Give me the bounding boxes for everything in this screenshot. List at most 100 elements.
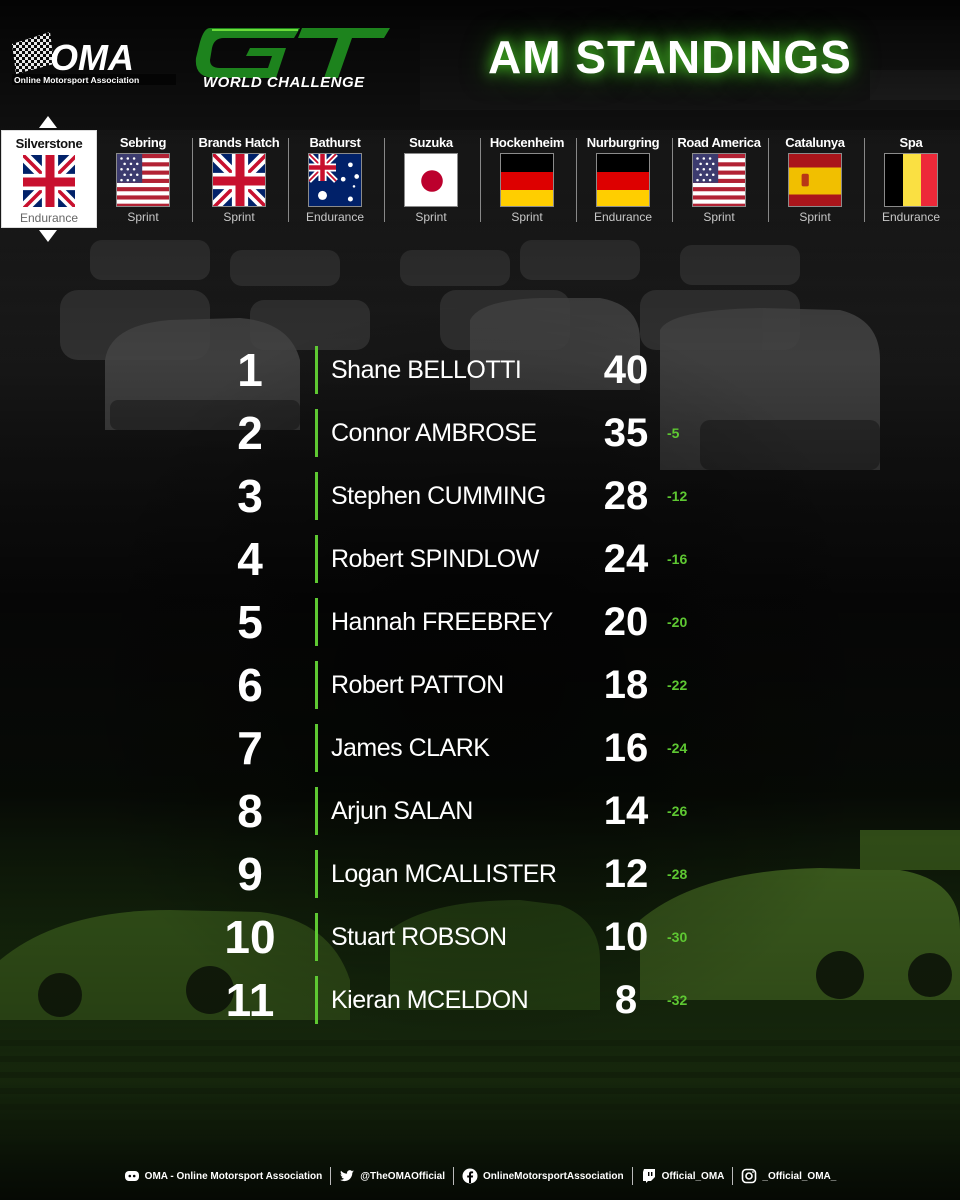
row-divider bbox=[315, 787, 318, 835]
driver-name: Robert SPINDLOW bbox=[331, 545, 539, 573]
social-twitch[interactable]: Official_OMA bbox=[641, 1168, 725, 1184]
calendar-item-type: Endurance bbox=[593, 210, 653, 224]
calendar-item-hockenheim[interactable]: Hockenheim Sprint bbox=[479, 130, 575, 228]
twitch-icon bbox=[642, 1169, 655, 1183]
row-divider bbox=[315, 535, 318, 583]
driver-name: Robert PATTON bbox=[331, 671, 504, 699]
belgium-flag-icon bbox=[884, 153, 938, 207]
calendar-divider bbox=[576, 138, 577, 222]
driver-name: Kieran MCELDON bbox=[331, 986, 529, 1014]
calendar-item-road-america[interactable]: Road America Sprint bbox=[671, 130, 767, 228]
position: 4 bbox=[237, 533, 263, 585]
points: 12 bbox=[603, 852, 649, 896]
row-divider bbox=[315, 850, 318, 898]
points-gap: -12 bbox=[667, 488, 688, 504]
social-twitter[interactable]: @TheOMAOfficial bbox=[339, 1168, 445, 1184]
points-gap: -24 bbox=[667, 740, 688, 756]
driver-name: Stuart ROBSON bbox=[331, 923, 507, 951]
footer-divider bbox=[330, 1167, 332, 1185]
calendar-divider bbox=[480, 138, 481, 222]
standings-row: 4 Robert SPINDLOW 24 -16 bbox=[0, 529, 960, 589]
points-gap: -30 bbox=[667, 929, 688, 945]
row-divider bbox=[315, 976, 318, 1024]
points-gap: -5 bbox=[667, 425, 680, 441]
calendar-item-name: Spa bbox=[899, 135, 923, 150]
row-divider bbox=[315, 472, 318, 520]
calendar-item-sebring[interactable]: Sebring Sprint bbox=[95, 130, 191, 228]
calendar-divider bbox=[288, 138, 289, 222]
driver-name: Connor AMBROSE bbox=[331, 419, 537, 447]
calendar-item-name: Catalunya bbox=[785, 135, 845, 150]
calendar-item-type: Endurance bbox=[881, 210, 941, 224]
points-gap: -22 bbox=[667, 677, 688, 693]
oma-tagline: Online Motorsport Association bbox=[14, 75, 139, 85]
driver-name: James CLARK bbox=[331, 734, 490, 762]
points: 18 bbox=[603, 663, 649, 707]
calendar-item-name: Bathurst bbox=[309, 135, 361, 150]
calendar-item-bathurst[interactable]: Bathurst Endurance bbox=[287, 130, 383, 228]
calendar-item-type: Endurance bbox=[305, 210, 365, 224]
position: 8 bbox=[237, 785, 263, 837]
position: 7 bbox=[237, 722, 263, 774]
germany-flag-icon bbox=[596, 153, 650, 207]
footer-divider bbox=[732, 1167, 734, 1185]
position: 6 bbox=[237, 659, 263, 711]
social-footer: OMA - Online Motorsport Association @The… bbox=[0, 1163, 960, 1189]
standings-row: 7 James CLARK 16 -24 bbox=[0, 718, 960, 778]
calendar-divider bbox=[384, 138, 385, 222]
calendar-item-silverstone[interactable]: Silverstone Endurance bbox=[1, 130, 97, 228]
driver-name: Arjun SALAN bbox=[331, 797, 473, 825]
calendar-item-name: Nurburgring bbox=[586, 135, 660, 150]
points-gap: -26 bbox=[667, 803, 688, 819]
position: 2 bbox=[237, 407, 263, 459]
row-divider bbox=[315, 598, 318, 646]
calendar-item-name: Suzuka bbox=[409, 135, 453, 150]
driver-name: Stephen CUMMING bbox=[331, 482, 546, 510]
calendar-item-type: Sprint bbox=[511, 210, 543, 224]
calendar-item-suzuka[interactable]: Suzuka Sprint bbox=[383, 130, 479, 228]
calendar-item-type: Sprint bbox=[799, 210, 831, 224]
calendar-item-name: Sebring bbox=[119, 135, 167, 150]
standings-row: 8 Arjun SALAN 14 -26 bbox=[0, 781, 960, 841]
points: 8 bbox=[614, 978, 638, 1022]
calendar-item-name: Silverstone bbox=[15, 136, 83, 151]
usa-flag-icon bbox=[692, 153, 746, 207]
points-gap: -20 bbox=[667, 614, 688, 630]
race-calendar: Silverstone Endurance Sebring Sprint Bra… bbox=[0, 130, 960, 230]
row-divider bbox=[315, 913, 318, 961]
standings-row: 5 Hannah FREEBREY 20 -20 bbox=[0, 592, 960, 652]
points: 40 bbox=[603, 348, 649, 392]
points: 14 bbox=[603, 789, 649, 833]
oma-logo: OMA Online Motorsport Association bbox=[12, 32, 176, 85]
footer-divider bbox=[631, 1167, 633, 1185]
calendar-item-name: Road America bbox=[677, 135, 761, 150]
social-instagram[interactable]: _Official_OMA_ bbox=[741, 1168, 836, 1184]
calendar-item-type: Sprint bbox=[703, 210, 735, 224]
points: 35 bbox=[603, 411, 649, 455]
driver-name: Shane BELLOTTI bbox=[331, 356, 522, 384]
standings-row: 6 Robert PATTON 18 -22 bbox=[0, 655, 960, 715]
driver-name: Hannah FREEBREY bbox=[331, 608, 553, 636]
current-round-marker-bottom bbox=[39, 230, 57, 242]
instagram-icon bbox=[742, 1168, 757, 1184]
social-discord[interactable]: OMA - Online Motorsport Association bbox=[124, 1168, 322, 1184]
social-facebook[interactable]: OnlineMotorsportAssociation bbox=[462, 1168, 624, 1184]
row-divider bbox=[315, 346, 318, 394]
japan-flag-icon bbox=[404, 153, 458, 207]
calendar-divider bbox=[192, 138, 193, 222]
social-label: OnlineMotorsportAssociation bbox=[483, 1170, 624, 1182]
facebook-icon bbox=[462, 1168, 478, 1184]
current-round-marker-top bbox=[39, 116, 57, 128]
standings-row: 1 Shane BELLOTTI 40 bbox=[0, 340, 960, 400]
points: 10 bbox=[603, 915, 649, 959]
gt-world-challenge-logo bbox=[195, 28, 390, 78]
calendar-item-spa[interactable]: Spa Endurance bbox=[863, 130, 959, 228]
position: 11 bbox=[225, 974, 275, 1026]
calendar-item-brands-hatch[interactable]: Brands Hatch Sprint bbox=[191, 130, 287, 228]
uk-flag-icon bbox=[22, 154, 76, 208]
social-label: Official_OMA bbox=[661, 1170, 725, 1182]
position: 1 bbox=[237, 344, 263, 396]
calendar-item-nurburgring[interactable]: Nurburgring Endurance bbox=[575, 130, 671, 228]
calendar-item-catalunya[interactable]: Catalunya Sprint bbox=[767, 130, 863, 228]
standings-row: 3 Stephen CUMMING 28 -12 bbox=[0, 466, 960, 526]
